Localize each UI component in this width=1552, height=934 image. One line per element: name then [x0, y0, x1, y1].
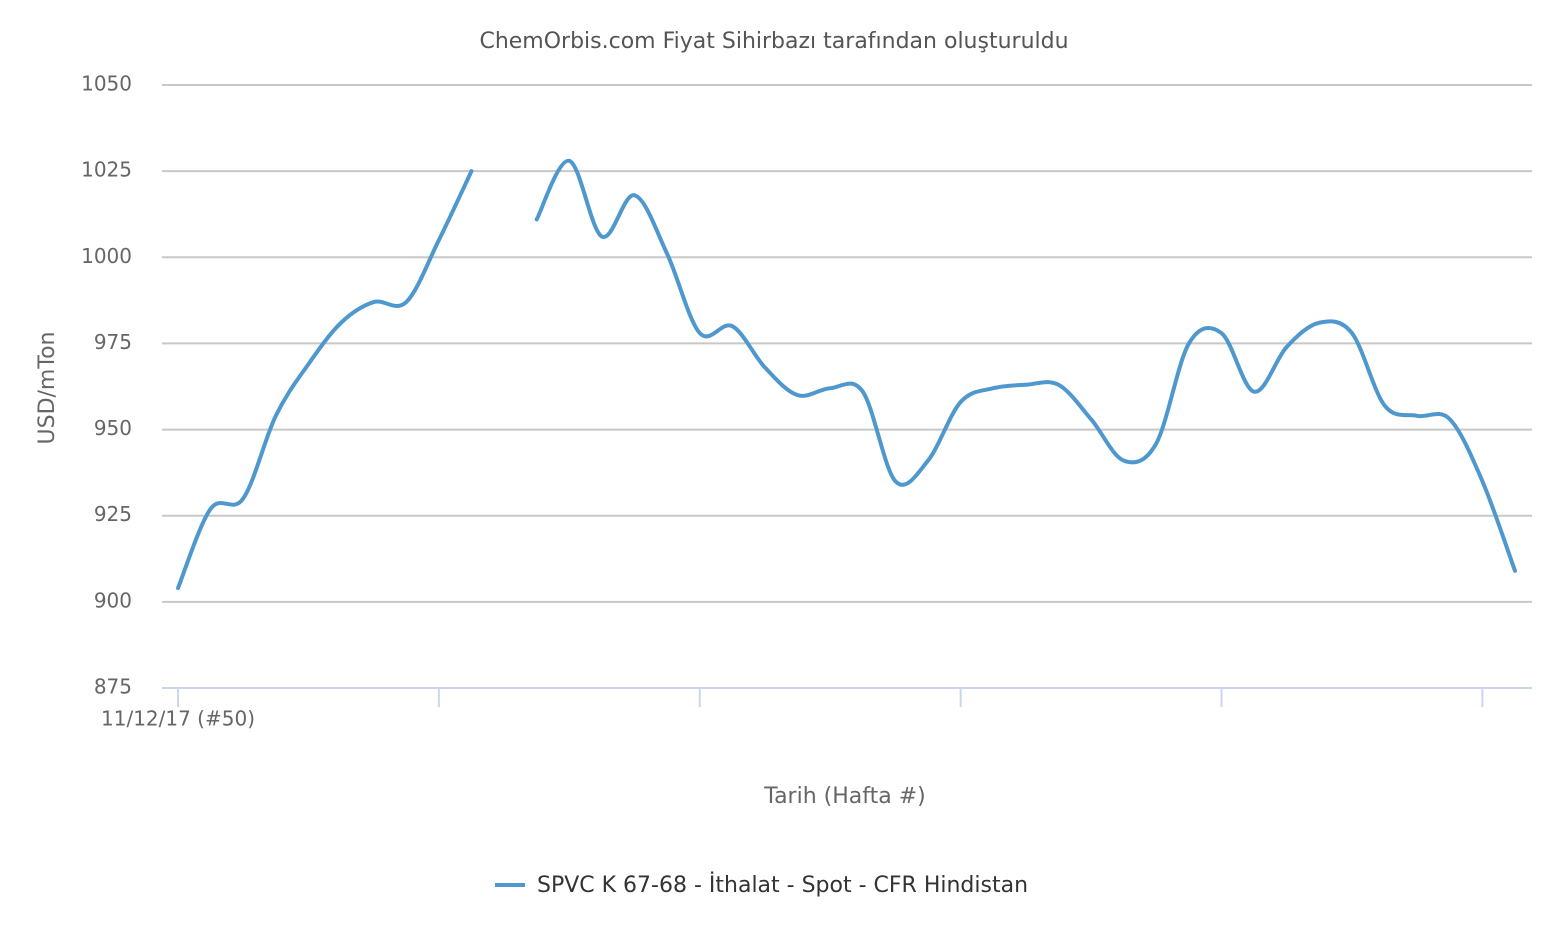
chart-title: ChemOrbis.com Fiyat Sihirbazı tarafından…	[479, 29, 1068, 54]
y-axis-title: USD/mTon	[35, 332, 60, 445]
y-tick-label: 925	[94, 502, 132, 526]
y-tick-label: 1050	[81, 72, 132, 96]
series-line	[176, 158, 1517, 591]
x-tick-label: 11/12/17 (#50)	[101, 707, 255, 731]
y-tick-label: 1025	[81, 158, 132, 182]
y-tick-label: 1000	[81, 244, 132, 268]
y-tick-label: 900	[94, 588, 132, 612]
y-tick-label: 875	[94, 675, 132, 699]
x-axis-title: Tarih (Hafta #)	[763, 784, 925, 809]
y-tick-label: 950	[94, 416, 132, 440]
y-tick-label: 975	[94, 330, 132, 354]
legend[interactable]: SPVC K 67-68 - İthalat - Spot - CFR Hind…	[495, 872, 1028, 898]
legend-label[interactable]: SPVC K 67-68 - İthalat - Spot - CFR Hind…	[537, 872, 1028, 898]
